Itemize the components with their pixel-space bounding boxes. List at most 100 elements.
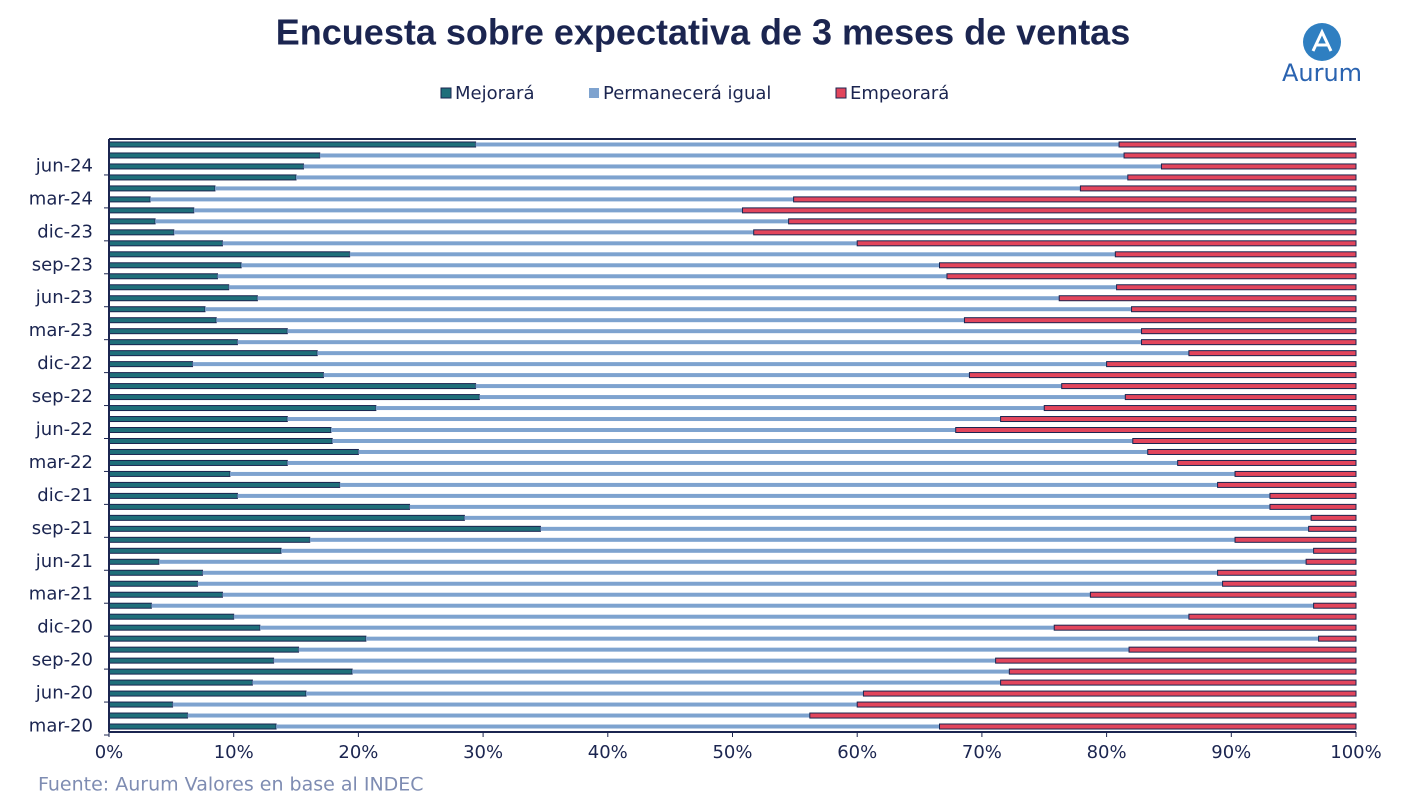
bar-segment [1008,668,1357,675]
y-tick-label: dic-22 [37,353,93,374]
bar-segment [995,657,1357,664]
bar-segment [229,471,1236,476]
bar-segment [151,603,1314,608]
bar-segment [332,438,1133,443]
bar-segment [108,284,230,291]
bar-segment [1128,646,1357,653]
bar-segment [1188,613,1357,620]
bar-segment [108,558,160,565]
bar-segment [1234,536,1357,543]
bar-segment [349,252,1116,257]
bar-segment [939,262,1357,269]
x-tick-label: 30% [463,742,503,763]
bar-segment [108,317,217,324]
bar-segment [1106,361,1357,368]
bar-segment [1000,416,1357,423]
bar-segment [1141,328,1357,335]
x-tick-label: 50% [712,742,752,763]
y-tick-label: jun-20 [35,683,93,704]
bar-segment [856,701,1357,708]
bar-segment [1160,163,1357,170]
y-tick-label: sep-23 [32,254,93,275]
bar-segment [1123,152,1357,159]
bar-segment [330,428,956,433]
bar-segment [108,459,288,466]
bar-segment [108,229,175,236]
bar-segment [287,460,1178,465]
bar-segment [1043,405,1357,412]
bar-segment [753,229,1357,236]
bar-segment [252,680,1001,685]
bar-segment [273,658,996,663]
x-tick-label: 10% [214,742,254,763]
bar-segment [108,470,231,477]
bar-segment [108,635,367,642]
bar-segment [323,373,970,378]
bar-segment [259,625,1055,630]
bar-segment [1114,251,1357,258]
bar-segment [1079,185,1357,192]
bar-segment [108,218,156,225]
bar-segment [1127,174,1357,181]
bar-segment [108,306,206,313]
bar-segment [946,273,1357,280]
bar-segment [856,240,1357,247]
y-tick-label: jun-21 [35,551,93,572]
y-tick-label: mar-20 [29,716,93,737]
bar-segment [1217,481,1357,488]
bar-segment [205,307,1132,312]
bar-segment [1305,558,1357,565]
bar-segment [1269,503,1357,510]
bar-segment [1124,394,1357,401]
bar-segment [303,164,1162,169]
x-tick-label: 70% [962,742,1002,763]
bar-segment [281,548,1314,553]
bar-segment [963,317,1357,324]
logo-glyph [1311,28,1333,52]
bar-segment [1269,492,1357,499]
y-tick-label: sep-21 [32,518,93,539]
bar-segment [216,318,965,323]
bar-segment [108,196,151,203]
x-tick-label: 0% [95,742,124,763]
bar-segment [108,416,288,423]
bar-segment [793,196,1357,203]
bar-segment [1147,448,1357,455]
bar-segment [108,569,204,576]
bar-segment [108,383,477,390]
legend-label: Mejorará [455,83,534,104]
bar-segment [214,186,1081,191]
bar-segment [108,262,242,269]
bar-segment [108,492,238,499]
legend-label: Empeorará [850,83,949,104]
y-tick-label: mar-21 [29,584,93,605]
x-tick-label: 90% [1211,742,1251,763]
bar-segment [108,613,235,620]
bar-segment [228,285,1117,290]
bar-segment [108,536,311,543]
bar-segment [108,481,341,488]
bar-segment [339,482,1218,487]
bar-segment [1310,514,1357,521]
bar-segment [1000,679,1357,686]
bar-segment [222,241,858,246]
bar-segment [108,163,305,170]
bar-segment [276,724,940,729]
y-tick-label: dic-21 [37,485,93,506]
y-tick-label: dic-20 [37,617,93,638]
bar-segment [108,295,258,302]
bar-segment [1234,470,1357,477]
bar-segment [939,723,1357,730]
bar-segment [788,218,1357,225]
bar-segment [108,273,218,280]
bar-segment [187,713,810,718]
x-tick-label: 60% [837,742,877,763]
bar-segment [464,515,1312,520]
bar-segment [319,153,1125,158]
bar-segment [108,141,477,148]
y-tick-label: dic-23 [37,221,93,242]
bar-segment [173,230,754,235]
bar-segment [1089,591,1357,598]
bar-segment [172,702,858,707]
x-tick-label: 20% [338,742,378,763]
